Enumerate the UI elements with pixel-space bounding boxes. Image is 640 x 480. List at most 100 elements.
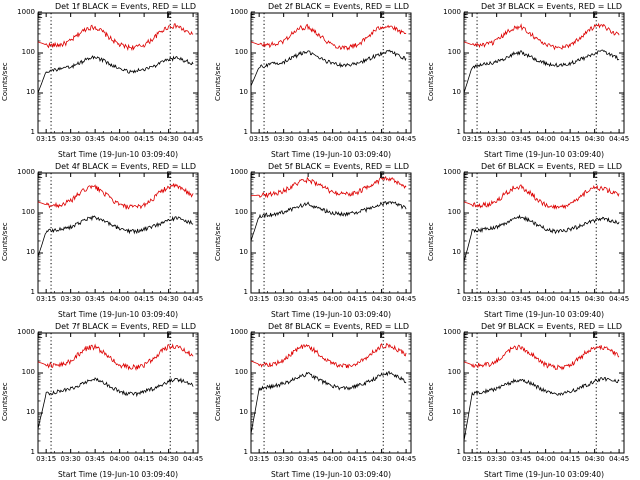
x-tick-label: 04:15 <box>347 455 368 463</box>
x-tick-label: 03:45 <box>298 135 319 143</box>
axes-frame <box>250 332 412 454</box>
y-tick-label: 10 <box>239 88 248 96</box>
x-tick-label: 04:00 <box>322 455 343 463</box>
axes-frame <box>37 332 199 454</box>
y-tick-label: 1 <box>30 448 35 456</box>
y-tick-label: 100 <box>234 368 248 376</box>
y-tick-label: 1 <box>243 288 248 296</box>
y-tick-label: 100 <box>21 208 35 216</box>
x-tick-label: 04:15 <box>347 295 368 303</box>
event-marker-label: E <box>463 331 469 341</box>
chart-svg <box>37 12 199 134</box>
y-tick-label: 10 <box>26 248 35 256</box>
event-marker-label: E <box>379 11 385 21</box>
y-tick-label: 1 <box>30 288 35 296</box>
y-tick-label: 1000 <box>443 328 461 336</box>
x-tick-label: 04:30 <box>584 295 605 303</box>
x-tick-label: 04:30 <box>158 135 179 143</box>
axes-frame <box>463 332 625 454</box>
event-marker-label: E <box>592 11 598 21</box>
chart-svg <box>463 172 625 294</box>
event-marker-label: E <box>250 11 256 21</box>
detector-panel: Det 3f BLACK = Events, RED = LLD Counts/s… <box>426 0 639 160</box>
x-tick-label: 04:00 <box>109 295 130 303</box>
x-tick-label: 03:15 <box>36 295 57 303</box>
x-tick-label: 03:30 <box>273 455 294 463</box>
events-series-line <box>463 49 620 94</box>
events-series-line <box>463 214 620 262</box>
y-tick-label: 1000 <box>17 168 35 176</box>
lld-series-line <box>37 343 194 371</box>
x-axis-label: Start Time (19-Jun-10 03:09:40) <box>58 470 178 479</box>
lld-series-line <box>250 23 407 51</box>
chart-svg <box>37 172 199 294</box>
y-tick-label: 100 <box>447 368 461 376</box>
chart-svg <box>463 332 625 454</box>
y-tick-label: 1 <box>30 128 35 136</box>
event-marker-label: E <box>37 171 43 181</box>
chart-svg <box>250 332 412 454</box>
x-tick-label: 04:45 <box>609 295 630 303</box>
panel-title: Det 5f BLACK = Events, RED = LLD <box>267 162 410 171</box>
chart-svg <box>463 12 625 134</box>
x-tick-label: 04:30 <box>158 455 179 463</box>
x-tick-label: 04:15 <box>134 455 155 463</box>
event-marker-label: E <box>463 11 469 21</box>
event-marker-label: E <box>592 331 598 341</box>
lld-series-line <box>463 344 620 371</box>
x-tick-label: 03:45 <box>511 135 532 143</box>
x-tick-label: 03:15 <box>462 455 483 463</box>
event-marker-label: E <box>379 171 385 181</box>
x-tick-label: 03:45 <box>298 295 319 303</box>
panel-title: Det 1f BLACK = Events, RED = LLD <box>54 2 197 11</box>
event-marker-label: E <box>592 171 598 181</box>
event-marker-label: E <box>37 11 43 21</box>
x-tick-label: 04:00 <box>109 455 130 463</box>
y-tick-label: 10 <box>26 408 35 416</box>
x-tick-label: 03:15 <box>36 135 57 143</box>
x-tick-label: 03:15 <box>249 135 270 143</box>
detector-panel: Det 7f BLACK = Events, RED = LLD Counts/s… <box>0 320 213 480</box>
events-series-line <box>250 370 407 434</box>
x-tick-label: 03:30 <box>273 295 294 303</box>
x-tick-label: 04:00 <box>535 455 556 463</box>
x-tick-label: 04:00 <box>109 135 130 143</box>
x-tick-label: 04:45 <box>609 455 630 463</box>
lld-series-line <box>251 175 407 199</box>
detector-panel: Det 2f BLACK = Events, RED = LLD Counts/s… <box>213 0 426 160</box>
x-tick-label: 03:45 <box>511 455 532 463</box>
x-tick-label: 04:45 <box>183 295 204 303</box>
x-tick-label: 04:45 <box>609 135 630 143</box>
lld-series-line <box>37 182 194 210</box>
axes-frame <box>250 172 412 294</box>
axes-frame <box>463 12 625 134</box>
x-tick-label: 04:45 <box>396 295 417 303</box>
y-tick-label: 1 <box>243 448 248 456</box>
lld-series-line <box>463 184 620 210</box>
x-tick-label: 03:15 <box>249 295 270 303</box>
detector-panel: Det 8f BLACK = Events, RED = LLD Counts/s… <box>213 320 426 480</box>
panel-title: Det 8f BLACK = Events, RED = LLD <box>267 322 410 331</box>
event-marker-label: E <box>250 171 256 181</box>
panel-title: Det 2f BLACK = Events, RED = LLD <box>267 2 410 11</box>
event-marker-label: E <box>37 331 43 341</box>
y-tick-label: 100 <box>447 208 461 216</box>
y-tick-label: 100 <box>21 48 35 56</box>
x-axis-label: Start Time (19-Jun-10 03:09:40) <box>271 470 391 479</box>
detector-panel: Det 9f BLACK = Events, RED = LLD Counts/s… <box>426 320 639 480</box>
x-tick-label: 03:30 <box>486 455 507 463</box>
x-tick-label: 04:00 <box>535 135 556 143</box>
axes-frame <box>463 172 625 294</box>
detector-panel: Det 5f BLACK = Events, RED = LLD Counts/s… <box>213 160 426 320</box>
x-tick-label: 04:30 <box>584 455 605 463</box>
x-tick-label: 03:30 <box>486 135 507 143</box>
x-tick-label: 03:15 <box>36 455 57 463</box>
x-tick-label: 03:45 <box>298 455 319 463</box>
panel-title: Det 6f BLACK = Events, RED = LLD <box>480 162 623 171</box>
x-tick-label: 04:45 <box>183 135 204 143</box>
y-tick-label: 1000 <box>443 168 461 176</box>
x-tick-label: 04:00 <box>322 135 343 143</box>
x-tick-label: 03:30 <box>60 455 81 463</box>
chart-svg <box>250 12 412 134</box>
